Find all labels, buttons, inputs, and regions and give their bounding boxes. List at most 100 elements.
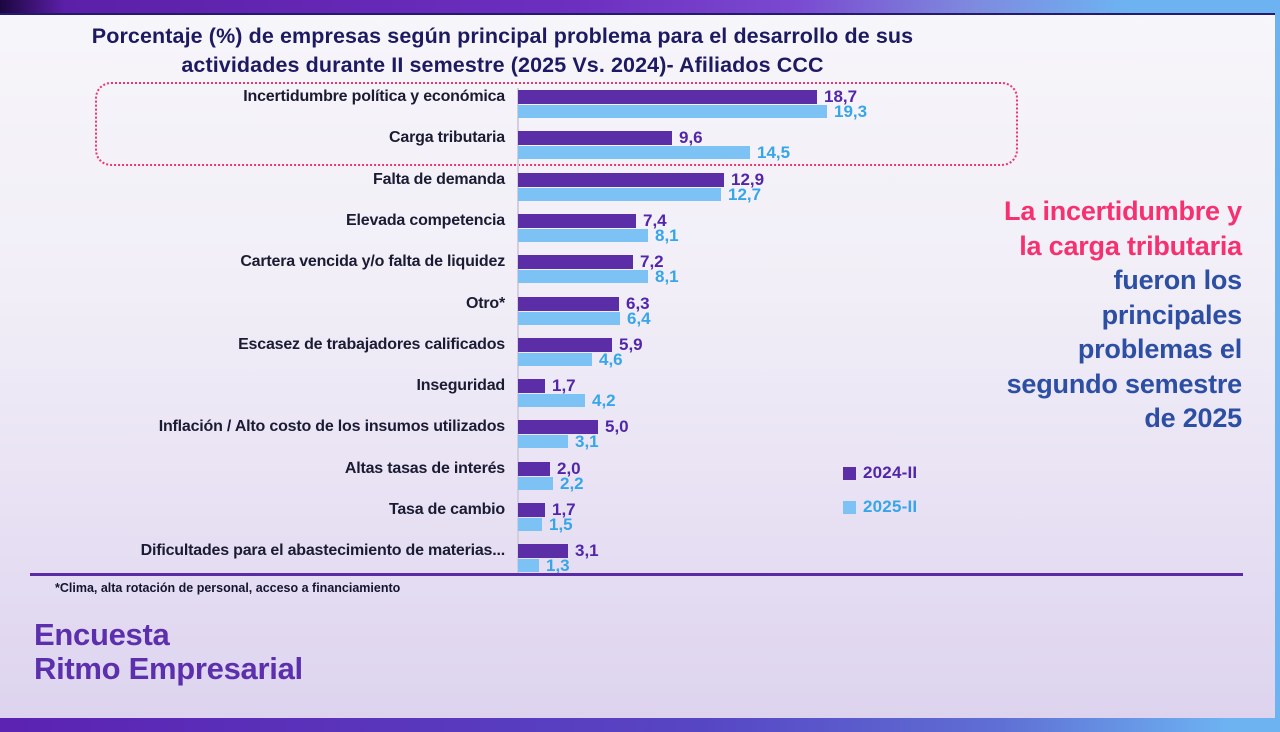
value-label-2025-II: 12,7 <box>728 185 762 204</box>
bar-pair: 7,4 8,1 <box>518 212 1038 255</box>
bar-pair: 1,7 4,2 <box>518 376 1038 420</box>
chart-title: Porcentaje (%) de empresas según princip… <box>0 22 1005 80</box>
chart-row: Otro* 6,3 6,4 <box>30 294 1040 338</box>
value-label-2024-II: 7,2 <box>640 252 664 271</box>
annotation-line: de 2025 <box>1144 403 1242 433</box>
bar-2025-II <box>518 476 553 490</box>
bar-2025-II <box>518 558 539 572</box>
chart-bottom-rule <box>30 573 1243 576</box>
bar-pair: 6,3 6,4 <box>518 294 1038 338</box>
value-label-2024-II: 9,6 <box>679 128 703 147</box>
category-label: Elevada competencia <box>346 212 505 229</box>
value-label-2025-II: 8,1 <box>655 226 679 245</box>
category-label: Escasez de trabajadores calificados <box>238 336 505 353</box>
legend-item-2025-II: 2025-II <box>843 497 917 517</box>
bar-pair: 5,9 4,6 <box>518 335 1038 379</box>
category-label: Incertidumbre política y económica <box>243 88 505 105</box>
bar-2024-II <box>518 420 598 434</box>
chart-row: Escasez de trabajadores calificados 5,9 4,… <box>30 335 1040 379</box>
value-label-2024-II: 3,1 <box>575 541 599 560</box>
bar-2024-II <box>518 173 724 187</box>
bar-pair: 5,0 3,1 <box>518 418 1038 461</box>
bar-2024-II <box>518 379 545 393</box>
annotation-line: La incertidumbre y <box>1004 196 1242 226</box>
logo: Encuesta Ritmo Empresarial <box>34 618 303 685</box>
category-label: Dificultades para el abastecimiento de m… <box>140 542 506 559</box>
bar-pair: 12,9 12,7 <box>518 170 1038 214</box>
legend-label: 2025-II <box>863 497 918 516</box>
bar-2025-II <box>518 104 827 118</box>
value-label-2024-II: 1,7 <box>552 376 576 395</box>
bar-chart: Incertidumbre política y económica 18,7 19… <box>30 87 1040 585</box>
value-label-2025-II: 4,2 <box>592 391 616 410</box>
category-label: Carga tributaria <box>389 129 505 146</box>
bar-2025-II <box>518 352 592 366</box>
annotation-line: fueron los <box>1113 265 1242 295</box>
bar-pair: 7,2 8,1 <box>518 252 1038 296</box>
bar-2025-II <box>518 187 721 201</box>
bar-2024-II <box>518 255 633 269</box>
chart-row: Dificultades para el abastecimiento de m… <box>30 541 1040 585</box>
bar-2024-II <box>518 503 545 517</box>
chart-row: Cartera vencida y/o falta de liquidez 7,2… <box>30 252 1040 296</box>
chart-row: Elevada competencia 7,4 8,1 <box>30 212 1040 255</box>
bar-2024-II <box>518 338 612 352</box>
bar-pair: 1,7 1,5 <box>518 500 1038 544</box>
bar-2025-II <box>518 269 648 283</box>
value-label-2024-II: 18,7 <box>824 87 858 106</box>
value-label-2024-II: 5,9 <box>619 335 643 354</box>
bar-2025-II <box>518 517 542 531</box>
legend-label: 2024-II <box>863 463 918 482</box>
bar-pair: 9,6 14,5 <box>518 128 1038 172</box>
category-label: Altas tasas de interés <box>344 460 505 477</box>
bar-2025-II <box>518 145 750 159</box>
annotation-text: La incertidumbre y la carga tributaria fue… <box>897 194 1242 436</box>
chart-row: Inflación / Alto costo de los insumos ut… <box>30 418 1040 461</box>
value-label-2025-II: 8,1 <box>655 267 679 286</box>
chart-row: Falta de demanda 12,9 12,7 <box>30 170 1040 214</box>
chart-row: Altas tasas de interés 2,0 2,2 <box>30 459 1040 503</box>
legend: 2024-II 2025-II <box>843 463 917 531</box>
bar-pair: 18,7 19,3 <box>518 87 1038 131</box>
y-axis-line <box>517 88 519 574</box>
chart-title-line2: actividades durante II semestre (2025 Vs… <box>181 53 824 77</box>
bottom-border-bar <box>0 718 1280 732</box>
chart-title-line1: Porcentaje (%) de empresas según princip… <box>91 24 914 48</box>
value-label-2024-II: 1,7 <box>552 500 576 519</box>
annotation-line: problemas el <box>1077 334 1242 364</box>
bar-2024-II <box>518 297 619 311</box>
legend-swatch-icon <box>843 466 856 480</box>
bar-2025-II <box>518 434 568 448</box>
legend-item-2024-II: 2024-II <box>843 463 917 483</box>
bar-2024-II <box>518 131 672 145</box>
right-border-strip <box>1275 13 1280 732</box>
bar-2024-II <box>518 90 817 104</box>
value-label-2025-II: 19,3 <box>834 102 868 121</box>
footnote: *Clima, alta rotación de personal, acces… <box>55 581 401 595</box>
chart-row: Carga tributaria 9,6 14,5 <box>30 128 1040 172</box>
value-label-2024-II: 2,0 <box>557 459 581 478</box>
annotation-line: la carga tributaria <box>1019 230 1242 261</box>
category-label: Otro* <box>465 295 505 312</box>
bar-2024-II <box>518 462 550 476</box>
highlight-box <box>95 82 1018 166</box>
bar-pair: 3,1 1,3 <box>518 541 1038 585</box>
value-label-2024-II: 12,9 <box>731 170 765 189</box>
bar-2024-II <box>518 214 636 228</box>
chart-row: Incertidumbre política y económica 18,7 19… <box>30 87 1040 131</box>
value-label-2025-II: 2,2 <box>560 474 584 493</box>
value-label-2024-II: 6,3 <box>626 294 650 313</box>
bar-2025-II <box>518 393 585 407</box>
category-label: Inflación / Alto costo de los insumos ut… <box>158 418 505 435</box>
logo-line1: Encuesta <box>34 617 170 652</box>
chart-row: Tasa de cambio 1,7 1,5 <box>30 500 1040 544</box>
category-label: Tasa de cambio <box>388 501 505 518</box>
annotation-line: segundo semestre <box>1006 368 1243 399</box>
bar-2024-II <box>518 544 568 558</box>
value-label-2025-II: 6,4 <box>627 309 651 328</box>
logo-line2: Ritmo Empresarial <box>34 650 303 686</box>
value-label-2025-II: 1,3 <box>546 556 570 575</box>
top-border-bar <box>0 0 1280 15</box>
value-label-2025-II: 4,6 <box>599 350 623 369</box>
bar-pair: 2,0 2,2 <box>518 459 1038 503</box>
